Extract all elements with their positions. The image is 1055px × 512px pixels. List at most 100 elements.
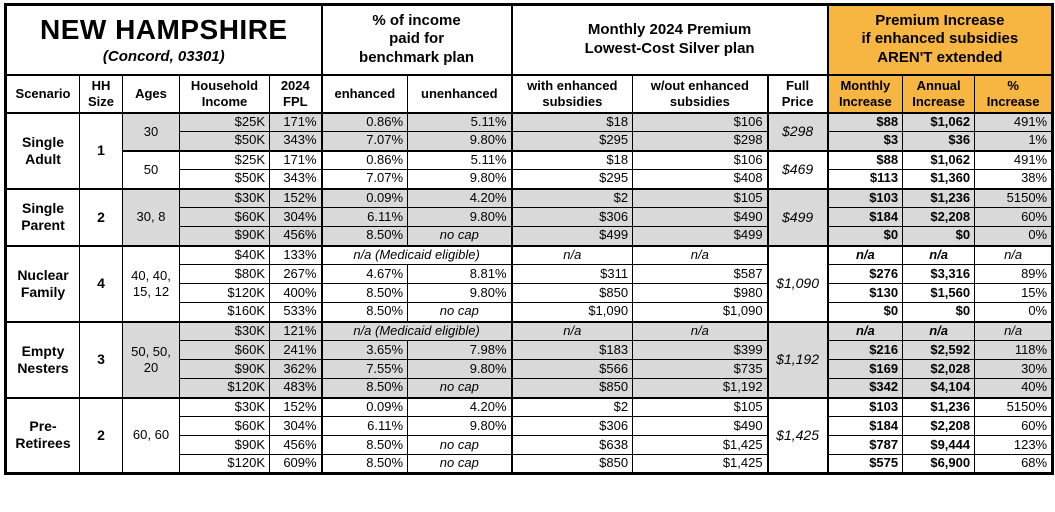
monthly-increase-cell: $113 — [826, 169, 904, 189]
scenario-cell: Single Parent — [5, 187, 80, 246]
enhanced-pct-cell: 4.67% — [320, 264, 409, 284]
scenario-cell: Single Adult — [5, 111, 80, 189]
fpl-cell: 152% — [268, 187, 323, 208]
monthly-increase-cell: $103 — [826, 187, 904, 208]
unenhanced-pct-cell: 7.98% — [407, 340, 513, 360]
wout-subsidies-cell: $490 — [632, 207, 769, 227]
col-header-full-price: Full Price — [766, 73, 829, 114]
fpl-cell: 400% — [268, 283, 323, 303]
enhanced-pct-cell: 0.09% — [320, 396, 409, 417]
enhanced-pct-cell: 0.86% — [320, 111, 409, 132]
unenhanced-pct-cell: 9.80% — [407, 416, 513, 436]
fpl-cell: 343% — [268, 131, 323, 151]
full-price-cell: $1,192 — [766, 320, 829, 398]
enhanced-pct-cell: 7.07% — [320, 169, 409, 189]
monthly-increase-cell: $184 — [826, 207, 904, 227]
pct-increase-cell: 5150% — [974, 187, 1054, 208]
wout-subsidies-cell: $1,192 — [632, 378, 769, 398]
group-header-premium: Monthly 2024 Premium Lowest-Cost Silver … — [510, 3, 829, 76]
premium-comparison-table: NEW HAMPSHIRE (Concord, 03301) % of inco… — [4, 3, 1055, 475]
household-income-cell: $120K — [179, 378, 270, 398]
pct-increase-cell: 60% — [974, 207, 1054, 227]
col-header-unenhanced: unenhanced — [407, 73, 513, 114]
unenhanced-pct-cell: no cap — [407, 378, 513, 398]
annual-increase-cell: $4,104 — [902, 378, 976, 398]
monthly-increase-cell: $787 — [826, 435, 904, 455]
with-subsidies-cell: $850 — [510, 378, 634, 398]
with-subsidies-cell: $566 — [510, 359, 634, 379]
annual-increase-cell: $0 — [902, 302, 976, 322]
enhanced-pct-cell: 8.50% — [320, 283, 409, 303]
unenhanced-pct-cell: 5.11% — [407, 149, 513, 170]
wout-subsidies-cell: $490 — [632, 416, 769, 436]
col-header-ages: Ages — [122, 73, 180, 114]
pct-increase-cell: 0% — [974, 302, 1054, 322]
ages-cell: 30 — [122, 111, 180, 151]
col-header-2024-fpl: 2024 FPL — [268, 73, 323, 114]
enhanced-pct-cell: 8.50% — [320, 435, 409, 455]
wout-subsidies-cell: $1,425 — [632, 435, 769, 455]
hh-size-cell: 4 — [79, 244, 123, 322]
table-row: $50K 343% 7.07% 9.80% $295 $298 $3 $36 1% — [6, 131, 1054, 151]
annual-increase-cell: $1,062 — [902, 111, 976, 132]
with-subsidies-cell: $183 — [510, 340, 634, 360]
annual-increase-cell: $2,028 — [902, 359, 976, 379]
pct-increase-cell: 5150% — [974, 396, 1054, 417]
with-subsidies-cell: $2 — [510, 187, 634, 208]
hh-size-cell: 1 — [79, 111, 123, 189]
wout-subsidies-cell: $1,090 — [632, 302, 769, 322]
with-subsidies-cell: $1,090 — [510, 302, 634, 322]
table-row: $120K 609% 8.50% no cap $850 $1,425 $575 $6,900… — [6, 454, 1054, 474]
wout-subsidies-cell: $106 — [632, 149, 769, 170]
fpl-cell: 456% — [268, 435, 323, 455]
with-subsidies-cell: $850 — [510, 283, 634, 303]
monthly-increase-cell: n/a — [826, 320, 904, 341]
unenhanced-pct-cell: 8.81% — [407, 264, 513, 284]
col-header-enhanced: enhanced — [320, 73, 409, 114]
wout-subsidies-cell: n/a — [632, 244, 769, 265]
medicaid-eligible-cell: n/a (Medicaid eligible) — [320, 320, 513, 341]
household-income-cell: $60K — [179, 416, 270, 436]
pct-increase-cell: 123% — [974, 435, 1054, 455]
wout-subsidies-cell: $298 — [632, 131, 769, 151]
with-subsidies-cell: $306 — [510, 207, 634, 227]
col-header-scenario: Scenario — [5, 73, 80, 114]
household-income-cell: $90K — [179, 359, 270, 379]
monthly-increase-cell: $575 — [826, 454, 904, 474]
table-row: Single Parent 2 30, 8 $30K 152% 0.09% 4.20% $2 $… — [5, 187, 1054, 246]
monthly-increase-cell: $216 — [826, 340, 904, 360]
fpl-cell: 171% — [268, 111, 323, 132]
table-row: 50 $25K 171% 0.86% 5.11% $18 $106 $469 $88 $1,062… — [6, 149, 1054, 189]
wout-subsidies-cell: $587 — [632, 264, 769, 284]
household-income-cell: $50K — [179, 169, 270, 189]
fpl-cell: 171% — [268, 149, 323, 170]
with-subsidies-cell: $18 — [510, 149, 634, 170]
wout-subsidies-cell: $499 — [632, 226, 769, 246]
household-income-cell: $30K — [179, 396, 270, 417]
table-row: $90K 456% 8.50% no cap $638 $1,425 $787 $9,444 1… — [6, 435, 1054, 455]
monthly-increase-cell: $0 — [826, 226, 904, 246]
household-income-cell: $80K — [179, 264, 270, 284]
household-income-cell: $30K — [179, 187, 270, 208]
ages-cell: 30, 8 — [122, 187, 180, 246]
enhanced-pct-cell: 8.50% — [320, 454, 409, 474]
fpl-cell: 152% — [268, 396, 323, 417]
pct-increase-cell: 491% — [974, 111, 1054, 132]
annual-increase-cell: $2,208 — [902, 207, 976, 227]
pct-increase-cell: 1% — [974, 131, 1054, 151]
with-subsidies-cell: $638 — [510, 435, 634, 455]
wout-subsidies-cell: $399 — [632, 340, 769, 360]
group-header-row: NEW HAMPSHIRE (Concord, 03301) % of inco… — [4, 3, 1054, 76]
unenhanced-pct-cell: 9.80% — [407, 283, 513, 303]
annual-increase-cell: $6,900 — [902, 454, 976, 474]
fpl-cell: 304% — [268, 207, 323, 227]
with-subsidies-cell: $18 — [510, 111, 634, 132]
ages-cell: 60, 60 — [122, 396, 180, 474]
enhanced-pct-cell: 6.11% — [320, 207, 409, 227]
annual-increase-cell: $2,592 — [902, 340, 976, 360]
annual-increase-cell: $9,444 — [902, 435, 976, 455]
with-subsidies-cell: $499 — [510, 226, 634, 246]
col-header-monthly-increase: Monthly Increase — [826, 73, 904, 114]
pct-increase-cell: 60% — [974, 416, 1054, 436]
table-row: Empty Nesters 3 50, 50, 20 $30K 121% n/a (Med… — [5, 320, 1054, 398]
